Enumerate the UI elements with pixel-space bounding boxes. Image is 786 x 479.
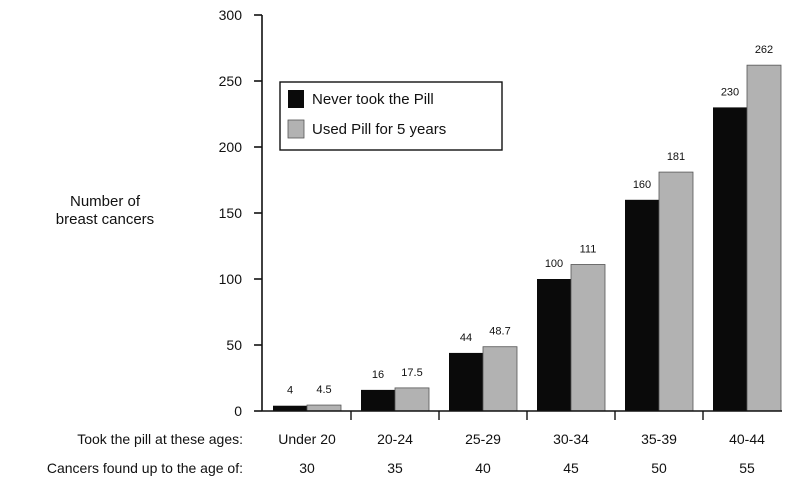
bar-never-took-pill — [449, 352, 483, 411]
bar-never-took-pill — [625, 199, 659, 411]
x-tick-label: Under 20 — [278, 431, 336, 447]
x-tick-label: 30-34 — [553, 431, 589, 447]
data-label: 4.5 — [316, 384, 331, 396]
y-tick-label: 300 — [219, 7, 243, 23]
data-label: 44 — [460, 332, 472, 344]
y-tick-label: 0 — [234, 403, 242, 419]
data-label: 111 — [580, 243, 597, 255]
bar-used-pill-5-years — [570, 264, 606, 412]
x-secondary-tick-label: 40 — [475, 460, 491, 476]
legend-swatch-never-took-pill — [288, 90, 304, 108]
x-secondary-tick-label: 45 — [563, 460, 579, 476]
x-tick-label: 25-29 — [465, 431, 501, 447]
data-label: 17.5 — [401, 367, 422, 379]
y-axis-label-line: breast cancers — [56, 211, 154, 228]
data-label: 230 — [721, 86, 739, 98]
bar-never-took-pill — [713, 107, 747, 412]
x-tick-label: 35-39 — [641, 431, 677, 447]
bar-never-took-pill — [537, 279, 571, 411]
legend: Never took the Pill Used Pill for 5 years — [279, 81, 503, 151]
data-label: 16 — [372, 369, 384, 381]
y-tick-label: 200 — [219, 139, 243, 155]
bar-never-took-pill — [361, 389, 395, 411]
row-label-ages-found: Cancers found up to the age of: — [47, 460, 243, 476]
x-secondary-tick-label: 35 — [387, 460, 403, 476]
x-tick-label: 20-24 — [377, 431, 413, 447]
bar-used-pill-5-years — [746, 64, 782, 412]
y-tick-label: 150 — [219, 205, 243, 221]
bars: 4 4.5 16 17.5 44 48.7 100 111 160 181 230 262 — [273, 44, 782, 412]
x-axis: Under 20 30 20-24 35 25-29 40 30-34 45 35-39 50 40… — [47, 410, 782, 476]
y-axis-label-line: Number of — [70, 193, 141, 210]
y-tick-label: 250 — [219, 73, 243, 89]
data-label: 160 — [633, 179, 651, 191]
legend-swatch-used-pill — [287, 119, 305, 139]
x-secondary-tick-label: 30 — [299, 460, 315, 476]
legend-box — [279, 81, 503, 151]
data-label: 262 — [755, 44, 773, 56]
bar-never-took-pill — [273, 405, 307, 411]
data-label: 100 — [545, 258, 563, 270]
data-label: 181 — [667, 151, 685, 163]
y-axis: 0 50 100 150 200 250 300 — [219, 7, 263, 419]
y-tick-label: 50 — [226, 337, 242, 353]
bar-used-pill-5-years — [482, 346, 518, 412]
row-label-ages-taken: Took the pill at these ages: — [77, 431, 243, 447]
y-tick-label: 100 — [219, 271, 243, 287]
legend-entry-label: Never took the Pill — [312, 91, 434, 108]
legend-entry-label: Used Pill for 5 years — [312, 121, 446, 138]
data-label: 4 — [287, 385, 293, 397]
data-label: 48.7 — [489, 326, 510, 338]
x-secondary-tick-label: 55 — [739, 460, 755, 476]
bar-used-pill-5-years — [306, 404, 342, 412]
x-secondary-tick-label: 50 — [651, 460, 667, 476]
bar-used-pill-5-years — [394, 387, 430, 412]
bar-used-pill-5-years — [658, 171, 694, 412]
x-tick-label: 40-44 — [729, 431, 765, 447]
